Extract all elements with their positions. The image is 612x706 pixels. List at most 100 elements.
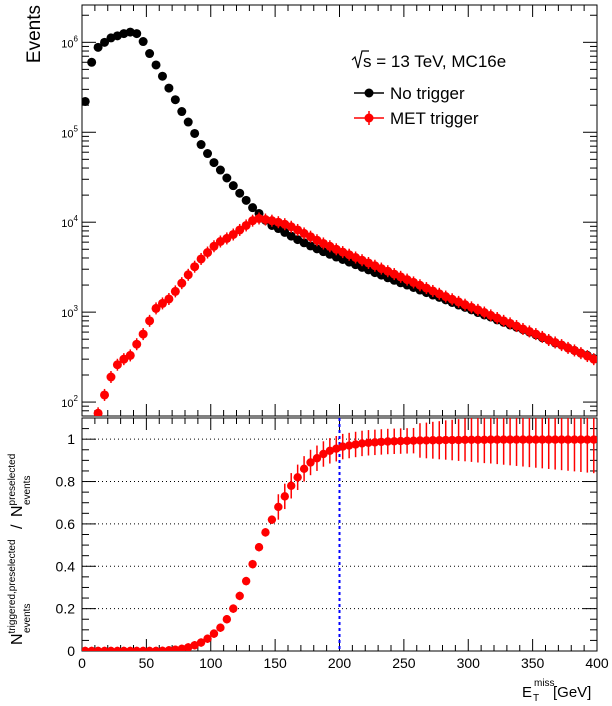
legend-entry-met-trigger: MET trigger [354,109,479,128]
x-axis-label-sub: T [533,693,539,704]
ratio-point [235,591,244,601]
ratio-point [248,559,257,569]
ratio-point [538,435,547,444]
met-trigger-point [241,220,251,230]
ratio-point [177,644,186,651]
ratio-point [113,646,122,651]
met-trigger-point [145,316,155,326]
no-trigger-point [177,107,187,117]
ratio-point [293,473,302,482]
no-trigger-point [138,37,148,47]
ratio-point [441,435,450,445]
ratio-point [196,638,206,647]
ratio-point [87,646,96,651]
met-trigger-point [589,354,597,364]
ratio-point [589,435,597,444]
x-axis-label-sup: miss [534,678,555,689]
no-trigger-point [190,128,200,138]
ratio-point [499,435,508,444]
met-trigger-point [93,408,103,416]
met-trigger-point [106,372,116,382]
ratio-point [287,481,296,490]
legend: No trigger MET trigger [354,84,479,128]
x-axis-label-main: E [522,684,532,701]
ratio-point [460,435,470,445]
no-trigger-point [228,181,238,191]
ratio-axes: 0 0.2 0.4 0.6 0.8 1 0 50 100 150 200 250 300 350 400 [56,418,609,671]
ratio-point [267,515,277,524]
ratio-den-sup: preselected [7,454,18,506]
top-y-tick-label: 103 [61,304,78,320]
met-trigger-point [164,294,174,304]
met-trigger-point [222,233,232,243]
no-trigger-point [82,96,90,106]
met-trigger-point [196,254,206,264]
no-trigger-point [241,195,251,205]
ratio-point [332,444,341,453]
ratio-y-tick-label: 0.2 [56,601,76,617]
no-trigger-point [209,158,219,168]
ratio-point [100,646,109,651]
met-trigger-point [209,241,219,251]
energy-annotation: s = 13 TeV, MC16e [351,50,506,71]
top-y-axis-label: Events [24,5,45,63]
ratio-point [158,646,167,651]
ratio-point [473,435,483,445]
ratio-point [493,435,502,444]
no-trigger-point [157,71,167,81]
met-trigger-point [125,350,135,360]
ratio-point [164,646,174,651]
ratio-data-points [82,418,597,651]
top-y-tick-label: 106 [61,34,78,50]
ratio-point [132,646,141,651]
annotation-sqrt-arg: s [363,52,372,71]
ratio-point [576,435,586,444]
ratio-point [299,464,309,474]
ratio-y-tick-label: 0 [67,643,75,659]
x-tick-label: 200 [328,655,352,671]
met-trigger-point [112,360,122,370]
ratio-point [126,646,135,651]
no-trigger-point [164,83,174,93]
no-trigger-point [87,57,97,67]
no-trigger-point [196,140,206,150]
ratio-point [357,439,367,448]
no-trigger-point [222,173,232,183]
ratio-point [583,435,592,444]
no-trigger-point [170,95,180,105]
ratio-num-main: N [9,633,26,645]
ratio-den-main: N [9,505,26,517]
ratio-point [241,576,251,586]
met-trigger-point [151,303,161,313]
ratio-point [119,646,129,651]
ratio-point [467,435,476,445]
ratio-y-tick-label: 1 [67,431,75,447]
ratio-point [563,435,573,444]
no-trigger-point [235,188,245,198]
legend-marker-no-trigger [364,88,374,98]
ratio-point [216,623,225,632]
ratio-point [306,458,315,467]
ratio-point [525,435,534,444]
ratio-point [209,629,219,638]
met-trigger-point [190,262,200,272]
met-trigger-point [157,298,167,308]
ratio-point [261,528,270,537]
ratio-point [325,446,335,456]
no-trigger-point [151,60,161,70]
ratio-point [557,435,566,444]
x-tick-label: 50 [139,655,155,671]
ratio-y-axis-label: Ntriggered,preselected [7,539,26,645]
ratio-den-sub: events [22,476,33,505]
x-tick-label: 300 [457,655,481,671]
ratio-point [480,435,489,445]
top-y-tick-label: 102 [61,394,78,410]
ratio-point [184,643,193,651]
no-trigger-point [93,42,103,52]
no-trigger-point [203,149,213,159]
met-trigger-point [203,248,213,258]
ratio-point [570,435,579,444]
ratio-point [396,436,405,446]
x-tick-label: 100 [199,655,223,671]
